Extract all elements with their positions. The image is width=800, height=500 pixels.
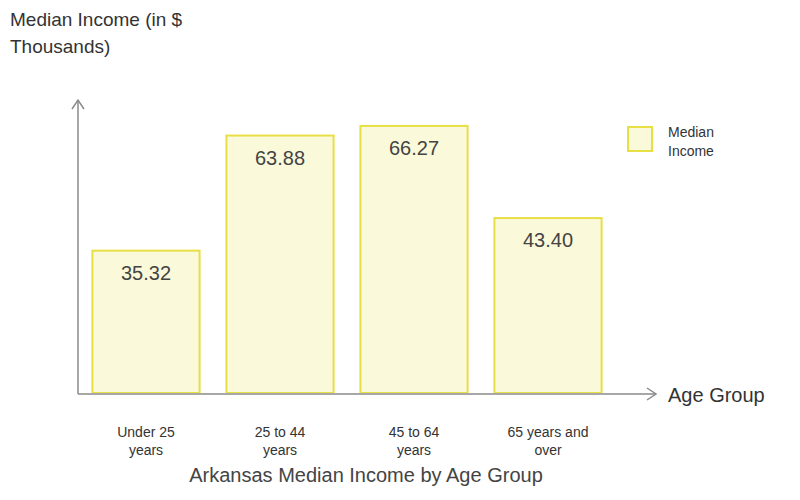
data-label: 43.40 — [523, 229, 573, 251]
legend-label: Median Income — [668, 124, 714, 159]
x-axis — [78, 393, 656, 395]
legend-swatch — [628, 127, 652, 151]
text-line: years — [397, 442, 431, 458]
text-line: 45 to 64 — [389, 424, 440, 440]
text-line: Median Income (in $ — [10, 9, 183, 30]
text-line: Thousands) — [10, 36, 110, 57]
x-tick-label: 25 to 44 years — [255, 424, 306, 458]
x-axis-arrow — [647, 388, 656, 400]
data-label: 63.88 — [255, 147, 305, 169]
text-line: years — [129, 442, 163, 458]
x-tick-label: 65 years and over — [508, 424, 589, 458]
x-tick-label: Under 25 years — [117, 424, 175, 458]
text-line: Income — [668, 143, 714, 159]
x-axis-label: Age Group — [668, 384, 765, 406]
bar — [226, 136, 333, 393]
x-tick-label: 45 to 64 years — [389, 424, 440, 458]
bar — [494, 218, 601, 393]
bars — [92, 126, 601, 393]
text-line: Median — [668, 124, 714, 140]
data-label: 35.32 — [121, 262, 171, 284]
chart: 35.32 Under 25 years 63.88 25 to 44 years 66.2… — [0, 0, 800, 500]
text-line: years — [263, 442, 297, 458]
y-axis — [77, 100, 79, 394]
y-axis-label: Median Income (in $ Thousands) — [10, 9, 183, 57]
bar — [92, 251, 199, 393]
text-line: 65 years and — [508, 424, 589, 440]
bar — [360, 126, 467, 393]
text-line: Under 25 — [117, 424, 175, 440]
y-axis-arrow — [72, 100, 84, 109]
title: Arkansas Median Income by Age Group — [189, 464, 543, 486]
text-line: 25 to 44 — [255, 424, 306, 440]
data-label: 66.27 — [389, 137, 439, 159]
text-line: over — [534, 442, 562, 458]
